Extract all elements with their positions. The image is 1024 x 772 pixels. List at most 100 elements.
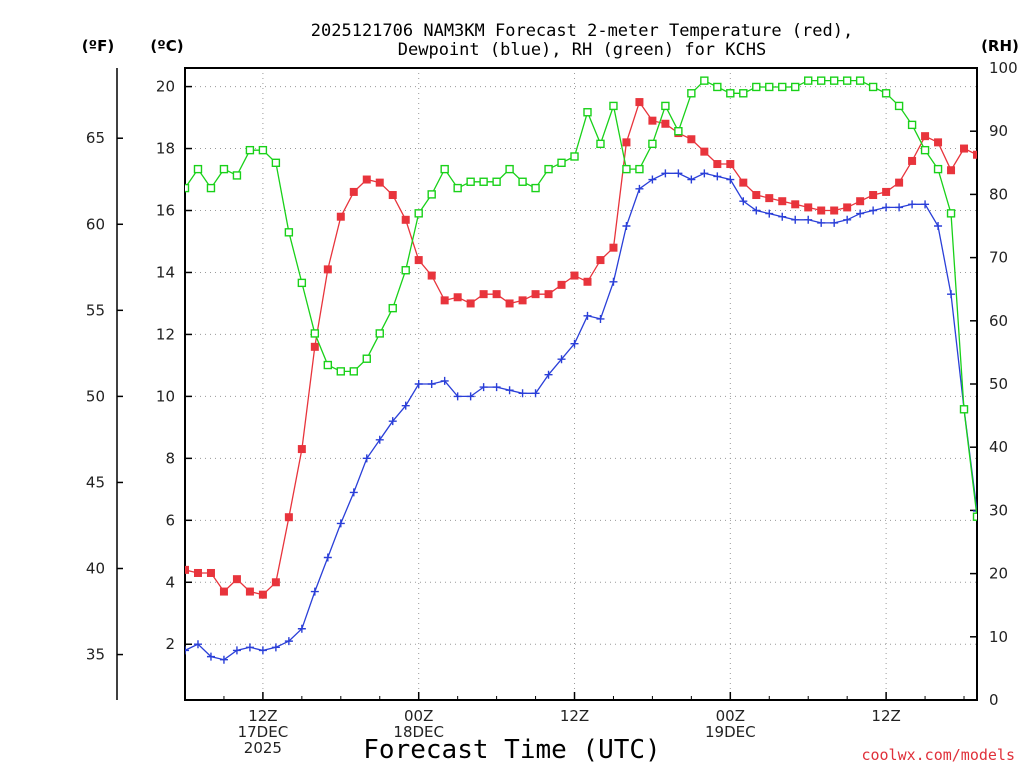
rh-point: [855, 76, 865, 85]
x-tick-label: 12Z: [871, 707, 900, 725]
dewpoint-point: [973, 507, 977, 516]
dewpoint-point: [609, 277, 618, 286]
fahrenheit-tick-label: 45: [86, 473, 105, 491]
dewpoint-point: [388, 417, 397, 426]
rh-point: [933, 164, 943, 174]
dewpoint-point: [245, 643, 254, 652]
rh-point: [193, 164, 203, 174]
fahrenheit-tick-label: 35: [86, 646, 105, 664]
dewpoint-point: [414, 380, 423, 388]
fahrenheit-tick-label: 55: [86, 301, 105, 319]
temp-point: [362, 175, 371, 184]
temp-point: [401, 215, 410, 224]
temp-point: [947, 166, 956, 175]
celsius-tick-label: 14: [156, 263, 175, 281]
x-tick-label: 12Z: [248, 707, 277, 725]
temp-point: [752, 191, 761, 200]
dewpoint-point: [401, 401, 410, 410]
dewpoint-point: [752, 206, 761, 215]
temp-point: [778, 197, 787, 206]
temp-point: [661, 119, 670, 128]
rh-point: [531, 183, 540, 193]
rh-point: [206, 183, 216, 193]
rh-point: [427, 190, 436, 199]
dewpoint-point: [297, 624, 306, 633]
dewpoint-point: [830, 218, 839, 227]
rh-point: [687, 89, 696, 98]
celsius-tick-label: 12: [156, 325, 175, 343]
dewpoint-point: [336, 519, 345, 528]
dewpoint-point: [791, 215, 800, 224]
rh-point: [388, 303, 397, 313]
x-axis-label: Forecast Time (UTC): [363, 735, 660, 765]
tick-labels: 2 4 6 8 10 12 14 16 18 20 35 40 45 50 55 60 65 0 10 20 30 40 5…: [86, 59, 1018, 757]
dewpoint-point: [921, 200, 930, 209]
fahrenheit-tick-label: 50: [86, 387, 105, 405]
temp-point: [219, 587, 228, 596]
rh-tick-label: 70: [989, 249, 1008, 267]
rh-point: [959, 405, 969, 414]
dewpoint-point: [206, 652, 215, 661]
dewpoint-point: [232, 646, 241, 655]
dewpoint-point: [778, 212, 787, 221]
dewpoint-point: [466, 392, 475, 401]
rh-point: [907, 120, 917, 130]
temp-point: [648, 116, 657, 125]
temp-point: [635, 98, 644, 107]
fahrenheit-tick-label: 60: [86, 215, 105, 233]
rh-tick-label: 0: [989, 691, 999, 709]
temp-point: [960, 144, 969, 153]
temp-point: [791, 200, 800, 209]
dewpoint-point: [882, 203, 891, 212]
dewpoint-point: [323, 553, 332, 562]
rh-point: [972, 512, 977, 521]
dewpoint-point: [492, 383, 501, 392]
series-dewpoint: [185, 169, 977, 664]
temp-point: [479, 290, 488, 299]
temp-point: [596, 256, 605, 265]
temp-point: [869, 191, 878, 200]
rh-point: [219, 164, 229, 174]
dewpoint-point: [518, 389, 527, 398]
rh-point: [232, 171, 242, 180]
rh-point: [868, 82, 878, 92]
rh-point: [453, 183, 462, 193]
dewpoint-point: [570, 339, 579, 348]
temp-point: [336, 212, 345, 221]
x-tick-label: 12Z: [560, 707, 589, 725]
rh-point: [518, 177, 527, 186]
dewpoint-point: [271, 643, 280, 652]
temp-point: [492, 290, 501, 299]
rh-point: [752, 82, 761, 92]
temp-point: [193, 568, 202, 577]
credit-link[interactable]: coolwx.com/models: [861, 746, 1015, 764]
rh-point: [349, 367, 358, 376]
temp-point: [609, 243, 618, 252]
temp-point: [310, 342, 319, 351]
rh-point: [479, 177, 488, 186]
temp-point: [973, 150, 977, 159]
rh-point: [245, 145, 255, 155]
x-tick-label: 00Z: [404, 707, 433, 725]
temp-point: [557, 280, 566, 289]
series-rh: [185, 76, 977, 521]
rh-point: [258, 145, 268, 155]
dewpoint-point: [648, 175, 657, 184]
temp-point: [271, 578, 280, 587]
data-series: [185, 76, 977, 664]
dewpoint-point: [817, 218, 826, 227]
dewpoint-point: [375, 435, 384, 444]
dewpoint-point: [739, 197, 748, 206]
dewpoint-point: [531, 389, 540, 398]
x-tick-label: 19DEC: [705, 723, 756, 741]
temp-point: [570, 271, 579, 280]
rh-tick-label: 80: [989, 185, 1008, 203]
dewpoint-point: [765, 209, 774, 218]
dewpoint-point: [908, 200, 917, 209]
temp-point: [804, 203, 813, 212]
plot-frame: [184, 67, 978, 701]
dewpoint-point: [193, 640, 202, 649]
axes: [116, 67, 978, 701]
rh-point: [466, 177, 475, 186]
